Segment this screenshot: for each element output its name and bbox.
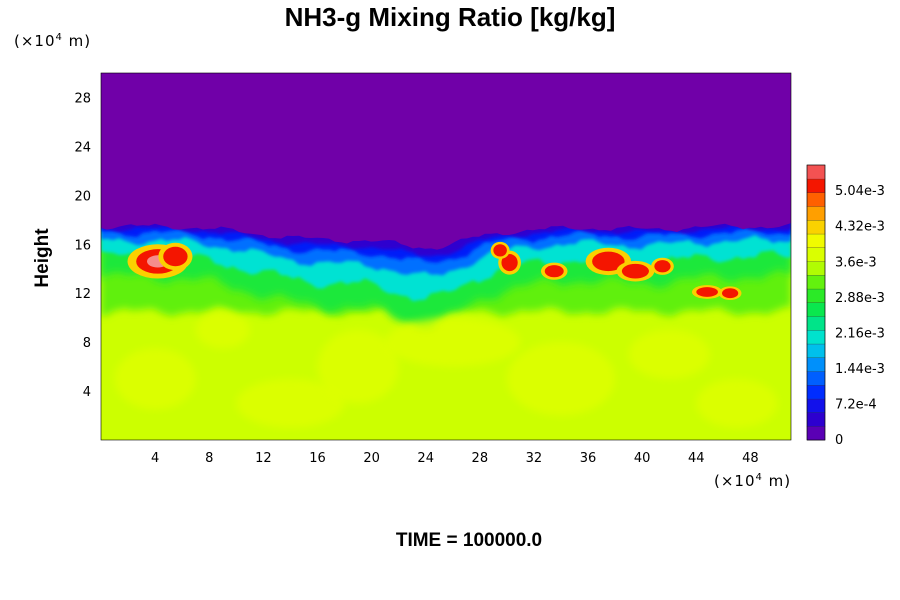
colorbar-label: 3.6e-3	[835, 255, 877, 270]
colorbar-swatch	[806, 302, 826, 317]
x-tick-label: 44	[688, 451, 705, 466]
x-tick-label: 28	[472, 451, 489, 466]
colorbar: 0 7.2e-4 1.44e-3 2.16e-3 2.88e-3 3.6e-3 4.32e-…	[806, 164, 885, 448]
colorbar-swatch	[806, 288, 826, 303]
field-patch	[506, 342, 616, 416]
x-tick-label: 12	[255, 451, 272, 466]
field-patch	[628, 329, 710, 379]
time-label: TIME = 100000.0	[395, 530, 543, 551]
colorbar-swatch	[806, 261, 826, 276]
colorbar-label: 5.04e-3	[835, 184, 885, 199]
colorbar-swatch	[806, 357, 826, 372]
hotspot	[163, 246, 188, 267]
hotspot	[501, 254, 518, 272]
colorbar-swatch	[806, 371, 826, 386]
colorbar-label: 2.88e-3	[835, 291, 885, 306]
hotspot	[621, 263, 649, 279]
y-tick-label: 12	[74, 287, 91, 302]
x-tick-label: 24	[417, 451, 434, 466]
colorbar-label: 2.16e-3	[835, 326, 885, 341]
field-patch	[385, 317, 521, 367]
y-tick-label: 24	[74, 140, 91, 155]
colorbar-swatch	[806, 398, 826, 413]
colorbar-swatch	[806, 164, 826, 180]
hotspot	[544, 265, 564, 278]
field-patch	[696, 378, 778, 428]
chart-title: NH3-g Mixing Ratio [kg/kg]	[284, 2, 616, 32]
colorbar-swatch	[806, 233, 826, 248]
y-tick-label: 4	[83, 385, 91, 400]
hotspot	[493, 244, 507, 257]
colorbar-frame	[806, 164, 826, 441]
x-tick-label: 20	[363, 451, 380, 466]
x-axis-unit: (×104 m)	[714, 472, 792, 490]
colorbar-swatch	[806, 206, 826, 221]
colorbar-swatch	[806, 219, 826, 235]
colorbar-swatch	[806, 384, 826, 400]
hotspot	[696, 287, 718, 297]
hotspot	[654, 260, 671, 273]
x-tick-label: 48	[742, 451, 759, 466]
colorbar-swatch	[806, 426, 826, 441]
field-patch	[317, 329, 399, 404]
x-tick-label: 8	[205, 451, 213, 466]
y-axis-unit: (×104 m)	[14, 32, 92, 50]
colorbar-swatch	[806, 192, 826, 207]
colorbar-swatch	[806, 316, 826, 331]
x-tick-label: 32	[526, 451, 543, 466]
hotspot	[592, 251, 625, 272]
y-tick-label: 28	[74, 91, 91, 106]
y-tick-label: 20	[74, 189, 91, 204]
field-patch	[114, 348, 196, 410]
field-patch	[195, 311, 250, 349]
x-axis-ticks: 4 8 12 16 20 24 28 32 36 40 44 48	[151, 451, 759, 466]
y-tick-label: 8	[83, 336, 91, 351]
heatmap-field	[101, 73, 791, 440]
upper-zero-region	[101, 73, 791, 250]
colorbar-swatch	[806, 412, 826, 427]
colorbar-label: 4.32e-3	[835, 220, 885, 235]
x-tick-label: 40	[634, 451, 651, 466]
colorbar-swatch	[806, 274, 826, 290]
colorbar-swatch	[806, 178, 826, 193]
hotspot	[722, 288, 739, 299]
colorbar-swatch	[806, 329, 826, 345]
field-patch	[236, 378, 345, 428]
x-tick-label: 36	[580, 451, 597, 466]
colorbar-swatch	[806, 247, 826, 262]
y-tick-label: 16	[74, 238, 91, 253]
x-tick-label: 4	[151, 451, 159, 466]
colorbar-label: 1.44e-3	[835, 362, 885, 377]
plot-frame	[100, 72, 792, 441]
x-tick-label: 16	[309, 451, 326, 466]
colorbar-label: 7.2e-4	[835, 398, 877, 413]
colorbar-swatch	[806, 343, 826, 358]
y-axis-ticks: 4 8 12 16 20 24 28	[74, 91, 91, 400]
colorbar-label: 0	[835, 433, 843, 448]
